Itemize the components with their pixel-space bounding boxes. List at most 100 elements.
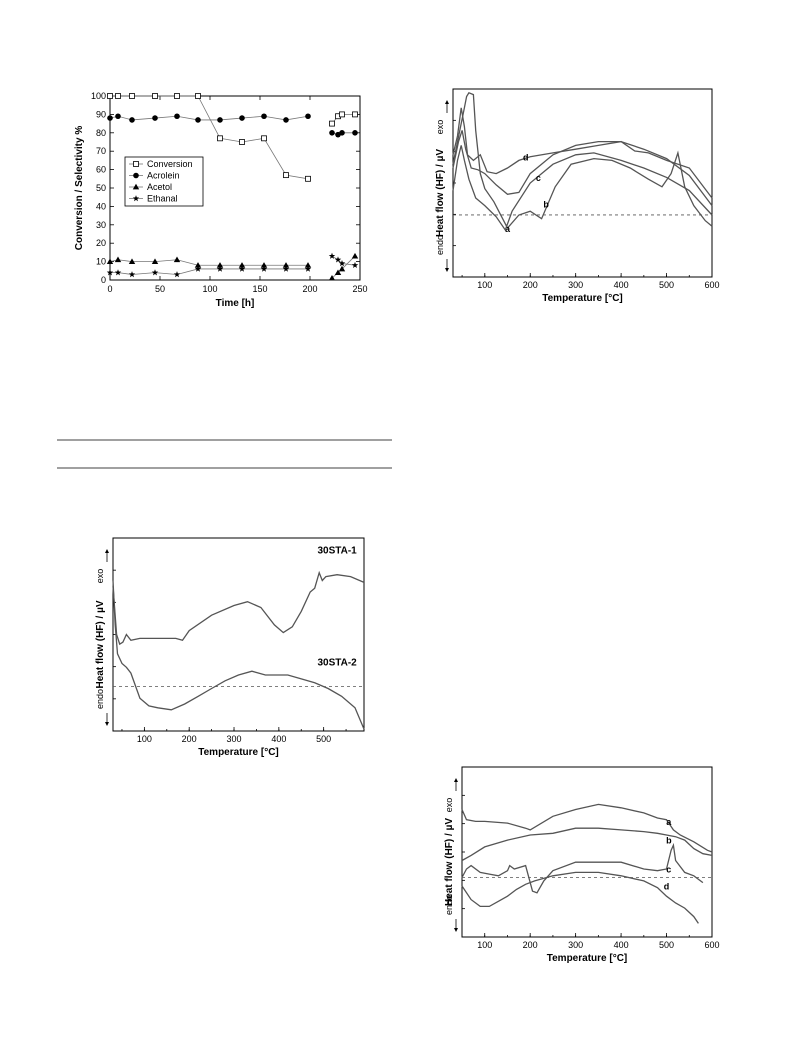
x-axis-label: Temperature [°C] <box>542 293 623 304</box>
circle-marker <box>261 113 267 120</box>
triangle-marker <box>328 274 336 281</box>
series-a: a <box>461 803 713 853</box>
star-marker <box>216 265 224 272</box>
curve-b <box>461 827 713 862</box>
curve-label-b: b <box>543 199 549 209</box>
series-30sta-2: 30STA-2 <box>112 580 365 730</box>
curve-c <box>452 130 713 206</box>
star-marker <box>194 265 202 272</box>
y-axis-label: Heat flow (HF) / µV <box>444 818 455 906</box>
exo-label: exo <box>444 798 454 813</box>
x-tick-label: 100 <box>137 734 152 744</box>
square-marker <box>339 111 345 118</box>
square-marker <box>261 135 267 142</box>
star-marker <box>114 269 122 276</box>
star-marker <box>128 271 136 278</box>
x-tick-label: 600 <box>704 940 719 950</box>
dsc-chart-30sta: 100 200 300 400 500 Temperature [°C] Heat flow… <box>95 537 365 758</box>
x-tick-label: 500 <box>316 734 331 744</box>
circle-marker <box>352 130 358 136</box>
y-tick-label: 60 <box>96 165 106 175</box>
y-tick-label: 100 <box>91 91 106 101</box>
x-axis-label: Time [h] <box>216 298 255 309</box>
triangle-marker <box>334 269 342 276</box>
curve-label-b: b <box>666 836 672 846</box>
circle-marker <box>115 113 121 120</box>
square-marker <box>174 93 180 99</box>
y-tick-label: 20 <box>96 238 106 248</box>
curve-label-d: d <box>523 152 529 162</box>
star-marker <box>260 265 268 272</box>
y-tick-label: 0 <box>101 275 106 285</box>
x-tick-label: 200 <box>523 940 538 950</box>
legend-entry: Ethanal <box>147 194 178 204</box>
triangle-marker <box>151 258 159 264</box>
square-marker <box>107 93 113 99</box>
exo-label: exo <box>95 569 105 584</box>
legend-entry: Conversion <box>147 159 193 169</box>
legend-entry: Acrolein <box>147 171 180 181</box>
x-tick-label: 300 <box>568 940 583 950</box>
triangle-marker <box>128 258 136 264</box>
y-tick-label: 70 <box>96 146 106 156</box>
triangle-marker <box>106 258 114 264</box>
curve-label-30sta-1: 30STA-1 <box>317 545 357 556</box>
y-axis-label: Heat flow (HF) / µV <box>95 600 106 688</box>
square-marker <box>305 175 311 182</box>
triangle-marker <box>238 262 246 268</box>
series-conversion <box>107 93 358 182</box>
curve-30sta-1 <box>112 570 365 646</box>
y-tick-label: 10 <box>96 257 106 267</box>
star-marker <box>328 252 336 259</box>
curve-label-d: d <box>664 881 670 891</box>
endo-label: endo <box>444 895 454 915</box>
y-axis-label: Heat flow (HF) / µV <box>435 149 446 237</box>
square-marker <box>133 161 139 167</box>
star-marker <box>282 265 290 272</box>
y-tick-label: 50 <box>96 183 106 193</box>
curve-label-a: a <box>505 224 511 234</box>
series-line <box>110 268 308 275</box>
square-marker <box>195 93 201 99</box>
series-c: c <box>461 842 704 894</box>
square-marker <box>115 93 121 99</box>
endo-label: endo <box>95 689 105 709</box>
curve-b <box>452 145 713 232</box>
plot-frame <box>452 88 713 278</box>
star-marker <box>106 269 114 276</box>
exo-arrow-head <box>454 778 458 782</box>
square-marker <box>129 93 135 99</box>
triangle-marker <box>194 262 202 268</box>
series-d: d <box>461 871 699 924</box>
x-tick-label: 400 <box>614 280 629 290</box>
curve-label-30sta-2: 30STA-2 <box>317 657 357 668</box>
curve-c <box>461 842 704 894</box>
circle-marker <box>107 115 113 121</box>
x-axis-label: Temperature [°C] <box>198 747 279 758</box>
triangle-marker <box>132 183 140 190</box>
exo-label: exo <box>435 120 445 135</box>
triangle-marker <box>351 252 359 259</box>
circle-marker <box>339 130 345 136</box>
y-tick-label: 30 <box>96 220 106 230</box>
x-tick-label: 200 <box>302 284 317 294</box>
square-marker <box>352 111 358 118</box>
triangle-marker <box>216 262 224 268</box>
star-marker <box>334 256 342 263</box>
x-axis-label: Temperature [°C] <box>547 953 628 964</box>
x-tick-label: 500 <box>659 940 674 950</box>
exo-arrow-head <box>445 100 449 104</box>
star-marker <box>151 269 159 276</box>
y-axis-label: Conversion / Selectivity % <box>74 126 85 251</box>
triangle-marker <box>282 262 290 268</box>
circle-marker <box>283 117 289 123</box>
series-d: d <box>452 107 713 199</box>
curve-d <box>461 871 699 924</box>
x-tick-label: 200 <box>182 734 197 744</box>
circle-marker <box>174 113 180 120</box>
x-tick-label: 400 <box>271 734 286 744</box>
x-tick-label: 100 <box>202 284 217 294</box>
